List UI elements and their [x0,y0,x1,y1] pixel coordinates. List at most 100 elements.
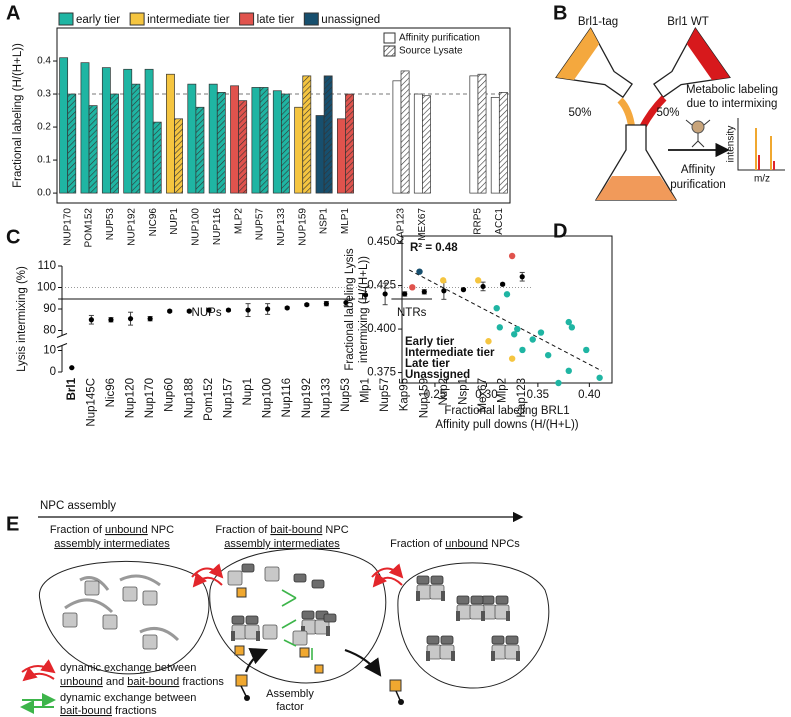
bait-bound-part [236,587,247,598]
legend-text-part: bait-bound [127,676,179,688]
label-part: factor [276,701,304,713]
point [323,301,329,307]
x-tick-label: ACC1 [494,208,505,235]
point [186,308,192,314]
label: Brl1-tag [578,16,618,28]
point [568,324,576,331]
legend-text-part: bait-bound [60,705,112,717]
caption: Fraction of unbound NPCs [390,538,520,550]
point [480,283,486,290]
legend-text-part: fractions [179,676,224,688]
legend-text: dynamic exchange between [60,692,196,704]
beaker-part [596,176,676,200]
bar [323,75,333,194]
x-tick-label: Nup159 [418,378,430,418]
point [167,308,173,314]
panel-label: A [6,2,20,24]
bar [152,121,162,194]
antibody [685,119,711,148]
bar [345,93,354,194]
bait-bound-part [264,566,280,582]
bar [413,93,423,194]
intermediates [62,574,180,650]
flask-part [556,28,600,80]
intermediates-part [79,576,110,591]
bar [166,73,175,194]
bar [281,93,290,194]
y-tick-label: 0.1 [37,155,51,166]
exchange-arrow [192,572,223,588]
point [343,299,349,306]
x-tick-label: RRP5 [473,208,484,235]
point [439,277,447,284]
y-tick-label: 0.3 [37,89,51,100]
point [474,277,482,284]
y-tick-label: 0.0 [37,188,51,199]
point [537,329,545,336]
point [496,324,503,331]
point [147,316,153,322]
point [304,302,310,308]
flask-part [555,26,633,99]
bar [272,90,282,194]
point [284,305,290,311]
caption: assembly intermediates [54,538,170,550]
bar [400,70,410,194]
legend-text-part: fractions [112,705,157,717]
x-tick-label: NUP170 [62,208,73,246]
legend-swatch [129,12,145,26]
caption-part: NPC [322,524,348,536]
bar [123,68,133,194]
caption-part: NPCs [488,538,520,550]
axis-break [56,343,68,348]
assembly-factor-part [244,695,250,701]
x-axis-label: Fractional labeling BRL1 [444,405,569,417]
y-tick-label: 80 [43,325,56,337]
group-label: NTRs [397,307,427,319]
point [519,274,525,280]
y-tick-label: 0.4 [37,56,51,67]
intermediates-part [62,612,78,628]
assembly-factor-part [395,690,401,701]
point [245,307,251,313]
legend-text: bait-bound fractions [60,705,157,717]
point [127,316,134,322]
bar [302,75,312,194]
bar [216,92,226,194]
intermediates-part [139,626,180,642]
x-tick-label: Nup192 [301,378,313,418]
bar [144,68,154,194]
legend-swatch [383,45,396,57]
npcs-part [426,636,455,661]
point [69,365,75,371]
x-tick-label: NUP100 [191,208,202,246]
point [416,268,423,275]
y-tick-label: 0 [50,366,56,378]
panel-label: B [553,2,567,24]
point [565,318,572,326]
x-tick-label: Nup2 [438,378,450,406]
beaker [594,124,678,201]
bait-bound-part [262,624,278,640]
x-tick-label: NUP53 [105,208,116,241]
bar [490,96,500,194]
axis-break [56,333,68,338]
bar [88,105,98,194]
x-tick-label: NUP116 [212,208,223,245]
x-tick-label: Kap123 [516,378,528,418]
antibody-part [691,120,705,134]
y-tick-label: 0.450 [367,236,396,248]
point [485,338,492,345]
y-tick-label: 0.400 [367,323,396,335]
label-part: Metabolic labeling [686,84,778,96]
point [225,307,232,313]
x-tick-label: MLP2 [233,208,244,235]
bar [477,73,487,194]
x-axis-label: Affinity pull downs (H/(H+L)) [435,419,578,431]
assembly-factor-part [398,699,404,705]
point [555,379,562,387]
x-tick-label: Nup188 [183,378,195,418]
legend-label: intermediate tier [147,14,230,26]
point [583,346,590,354]
assembly-factor-part [235,674,248,687]
